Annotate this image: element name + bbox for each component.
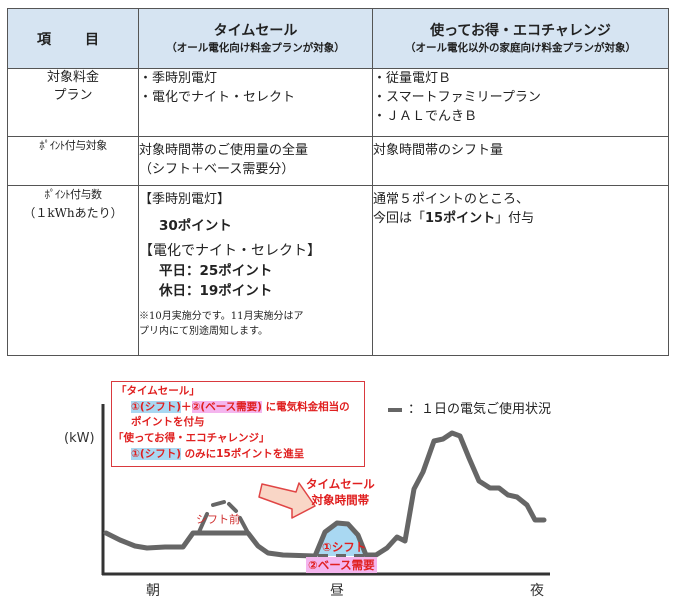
legend-line-icon [388, 407, 402, 412]
time-sale-point-amount: 【季時別電灯】 30ポイント 【電化でナイト・セレクト】 平日：25ポイント 休… [138, 185, 373, 356]
plan-item: ・季時別電灯 [139, 71, 218, 86]
eco-challenge-plans: ・従量電灯Ｂ ・スマートファミリープラン ・ＪＡＬでんきＢ [372, 68, 669, 137]
note-line: ※10月実施分です。11月実施分はア [139, 311, 304, 322]
shift-highlight: ①(シフト) [131, 401, 181, 413]
chart-legend: ：１日の電気ご使用状況 [388, 398, 551, 417]
callout-eco-title: 「使ってお得・エコチャレンジ」 [113, 432, 270, 444]
label-line: ﾎﾟｲﾝﾄ付与数 [44, 188, 103, 201]
row-label-point-target: ﾎﾟｲﾝﾄ付与対象 [7, 136, 139, 186]
callout-text: に電気料金相当の [261, 401, 350, 413]
row-label-target-plan: 対象料金 プラン [7, 68, 139, 137]
text-line: 今回は「15ポイント」付与 [373, 209, 668, 228]
callout-eco-detail: ①(シフト) のみに15ポイントを進呈 [131, 447, 304, 461]
plan-item: ・スマートファミリープラン [373, 90, 541, 105]
table-row-point-amount: ﾎﾟｲﾝﾄ付与数 （１kWhあたり） 【季時別電灯】 30ポイント 【電化でナイ… [7, 185, 669, 356]
header-time-sale-title: タイムセール [213, 22, 298, 39]
callout-time-sale-detail-2: ポイントを付与 [131, 416, 205, 428]
label-line: プラン [53, 88, 93, 103]
x-label-morning: 朝 [146, 583, 160, 599]
points-value: 15ポイント [425, 211, 496, 226]
note-line: プリ内にて別途周知します。 [139, 326, 268, 337]
eco-point-amount: 通常５ポイントのところ、 今回は「15ポイント」付与 [372, 185, 669, 356]
shift-before-dashed-line [197, 500, 249, 534]
plus-sign: ＋ [181, 401, 192, 413]
plan-item: ・電化でナイト・セレクト [139, 90, 296, 105]
legend-label: ：１日の電気ご使用状況 [408, 402, 552, 417]
base-demand-highlight: ②(ベース需要) [191, 401, 262, 413]
label-line: 対象料金 [46, 70, 99, 85]
target-window-line: タイムセール [306, 477, 375, 491]
target-window-line: 対象時間帯 [311, 493, 370, 507]
target-window-label: タイムセール 対象時間帯 [306, 476, 375, 508]
header-eco-subtitle: （オール電化以外の家庭向け料金プランが対象） [405, 41, 636, 54]
time-sale-point-target: 対象時間帯のご使用量の全量 （シフト＋ベース需要分） [138, 136, 373, 186]
header-eco-title: 使ってお得・エコチャレンジ [430, 22, 611, 39]
callout-time-sale-title: 「タイムセール」 [116, 385, 200, 397]
text-suffix: 」付与 [495, 211, 535, 226]
header-time-sale-subtitle: （オール電化向け料金プランが対象） [166, 41, 345, 54]
plan-heading: 【電化でナイト・セレクト】 [139, 243, 321, 259]
holiday-points: 休日：19ポイント [159, 283, 273, 299]
plan-item: ・従量電灯Ｂ [373, 71, 452, 86]
text-line: 対象時間帯のシフト量 [373, 143, 504, 158]
plan-heading: 【季時別電灯】 [139, 192, 231, 207]
callout-text: のみに15ポイントを進呈 [181, 448, 305, 460]
x-label-noon: 昼 [330, 583, 344, 599]
label-line: ﾎﾟｲﾝﾄ付与対象 [39, 139, 107, 152]
x-label-night: 夜 [530, 583, 544, 599]
text-line: （シフト＋ベース需要分） [139, 162, 295, 177]
shift-label: ①シフト [322, 540, 367, 554]
text-line: 通常５ポイントのところ、 [373, 192, 530, 207]
weekday-points: 平日：25ポイント [159, 263, 273, 279]
note: ※10月実施分です。11月実施分はア プリ内にて別途周知します。 [139, 309, 372, 339]
callout-time-sale-detail: ①(シフト)＋②(ベース需要) に電気料金相当の [131, 400, 350, 414]
y-axis-unit: (kW) [64, 431, 95, 446]
comparison-table: 項 目 タイムセール （オール電化向け料金プランが対象） 使ってお得・エコチャレ… [7, 8, 669, 356]
text-line: 対象時間帯のご使用量の全量 [139, 143, 309, 158]
shift-arrow-icon [258, 482, 316, 519]
header-item: 項 目 [7, 8, 139, 69]
plan-item: ・ＪＡＬでんきＢ [373, 109, 478, 124]
label-line: （１kWhあたり） [23, 206, 123, 220]
points-value: 30ポイント [159, 218, 232, 234]
header-eco-challenge: 使ってお得・エコチャレンジ （オール電化以外の家庭向け料金プランが対象） [372, 8, 669, 69]
shift-highlight: ①(シフト) [131, 448, 181, 460]
table-row-point-target: ﾎﾟｲﾝﾄ付与対象 対象時間帯のご使用量の全量 （シフト＋ベース需要分） 対象時… [7, 136, 669, 186]
base-demand-label: ②ベース需要 [306, 557, 377, 573]
text-prefix: 今回は「 [373, 211, 426, 226]
header-item-title: 項 目 [37, 31, 109, 48]
row-label-point-amount: ﾎﾟｲﾝﾄ付与数 （１kWhあたり） [7, 185, 139, 356]
eco-point-target: 対象時間帯のシフト量 [372, 136, 669, 186]
shift-before-label: シフト前 [196, 513, 240, 526]
usage-line [103, 430, 547, 559]
table-header-row: 項 目 タイムセール （オール電化向け料金プランが対象） 使ってお得・エコチャレ… [7, 8, 669, 69]
